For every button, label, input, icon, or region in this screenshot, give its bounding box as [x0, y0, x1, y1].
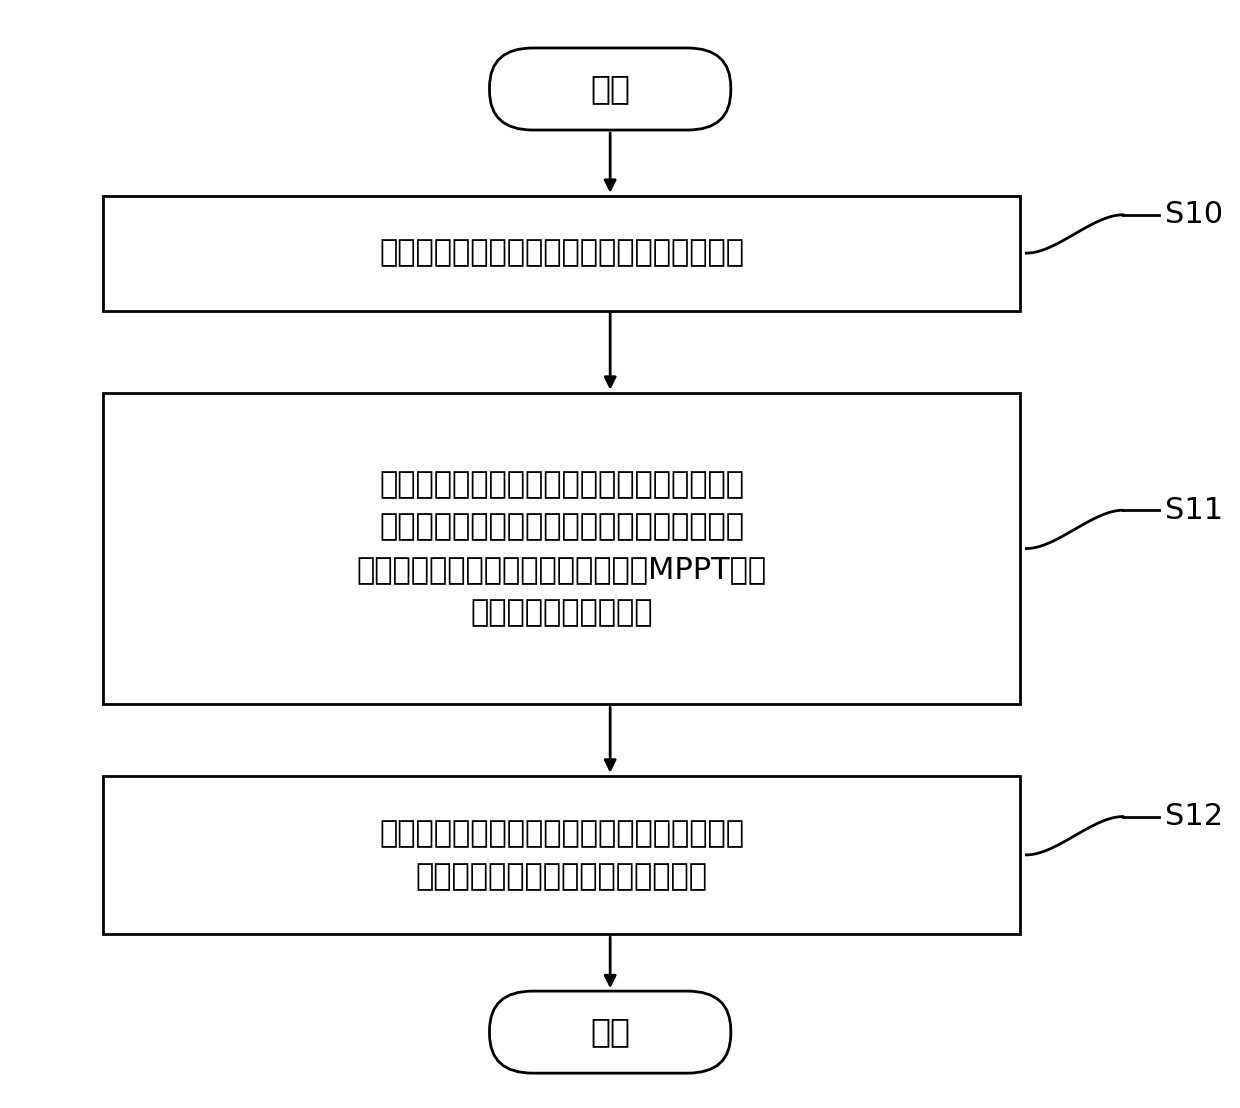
Text: S10: S10: [1166, 201, 1223, 229]
Text: 获取光伏电池预设时刻的输出电压和输出功率: 获取光伏电池预设时刻的输出电压和输出功率: [379, 238, 744, 268]
Text: 根据输出电压和输出功率的变化趋势对输出电
流给定值进行迭代计算，直至获得光伏电池输
出功率最大时对应的最大功率点追踪MPPT控制
模块的输出电流参考值: 根据输出电压和输出功率的变化趋势对输出电 流给定值进行迭代计算，直至获得光伏电池…: [357, 470, 768, 627]
Bar: [103, 392, 1021, 705]
FancyBboxPatch shape: [490, 48, 730, 130]
Text: 开始: 开始: [590, 72, 630, 105]
Text: S12: S12: [1166, 802, 1223, 831]
FancyBboxPatch shape: [490, 991, 730, 1074]
Text: 结束: 结束: [590, 1016, 630, 1048]
Text: 依据输出电流参考值计算得到电流内环的电流
给定值，并依据电流给定值进行控制: 依据输出电流参考值计算得到电流内环的电流 给定值，并依据电流给定值进行控制: [379, 819, 744, 891]
Bar: [103, 776, 1021, 934]
Bar: [103, 196, 1021, 310]
Text: S11: S11: [1166, 495, 1223, 525]
